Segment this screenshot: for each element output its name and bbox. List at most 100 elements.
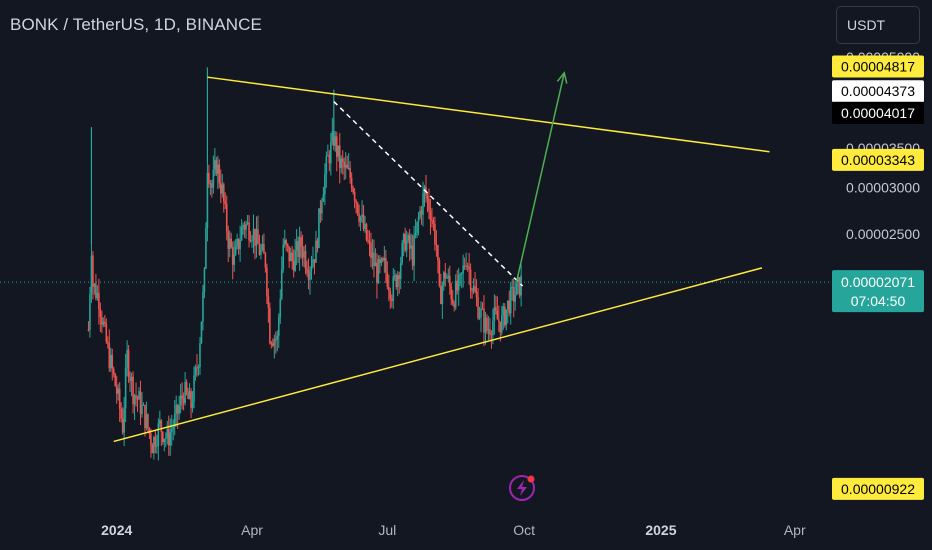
- candle: [340, 155, 343, 174]
- candle: [246, 215, 249, 226]
- candle: [389, 287, 392, 309]
- candle: [156, 434, 158, 454]
- candle: [234, 238, 237, 256]
- candle: [364, 215, 366, 233]
- candle: [508, 290, 511, 317]
- candle: [304, 244, 307, 275]
- candle: [328, 150, 331, 172]
- candle: [437, 244, 439, 274]
- candle: [350, 172, 353, 193]
- candle: [227, 225, 230, 262]
- candle: [448, 265, 451, 295]
- candle: [365, 222, 368, 242]
- candle: [335, 131, 338, 172]
- candle: [172, 419, 175, 441]
- candle: [166, 421, 169, 445]
- candle: [362, 204, 365, 232]
- candle: [194, 364, 197, 381]
- candle: [118, 382, 121, 422]
- candle: [380, 257, 383, 267]
- candle: [322, 186, 325, 203]
- candle: [104, 314, 106, 328]
- candle: [242, 222, 244, 235]
- candle: [228, 230, 231, 258]
- candle: [407, 232, 409, 244]
- candle: [160, 419, 163, 446]
- candle: [252, 214, 255, 254]
- candle: [211, 179, 213, 198]
- candle: [390, 294, 393, 308]
- candle: [197, 364, 200, 376]
- candle: [157, 418, 160, 461]
- candle: [190, 388, 192, 419]
- candle: [401, 239, 404, 266]
- candle: [446, 273, 448, 279]
- candle: [315, 230, 317, 263]
- x-tick-label: Apr: [784, 522, 806, 538]
- upper-trendline[interactable]: [207, 76, 770, 153]
- candle: [435, 230, 438, 257]
- candle: [289, 247, 292, 262]
- candle: [129, 371, 131, 392]
- x-tick-label: Jul: [378, 522, 396, 538]
- candle: [98, 278, 100, 325]
- candle: [481, 302, 484, 310]
- candle: [261, 235, 264, 252]
- projection-arrow[interactable]: [515, 72, 566, 282]
- candle: [411, 234, 414, 271]
- candle: [506, 300, 509, 324]
- candle: [475, 279, 478, 307]
- candle: [255, 216, 258, 258]
- currency-selector[interactable]: USDT: [836, 6, 920, 44]
- candle: [324, 163, 326, 206]
- candle: [193, 366, 195, 409]
- x-tick-label: Oct: [513, 522, 535, 538]
- price-label: 0.00000922: [832, 477, 924, 500]
- candle: [318, 208, 320, 249]
- candle: [450, 282, 453, 306]
- candle: [90, 242, 93, 303]
- candle: [159, 410, 161, 428]
- candle: [468, 253, 470, 285]
- lightning-icon[interactable]: [509, 475, 535, 501]
- candle: [294, 238, 296, 273]
- candle: [260, 243, 262, 260]
- x-tick-label: Apr: [241, 522, 263, 538]
- candle: [154, 429, 157, 454]
- arrow-head: [556, 71, 568, 84]
- candle: [300, 231, 302, 260]
- candle: [443, 270, 445, 291]
- candle: [263, 233, 265, 254]
- candle: [419, 206, 421, 220]
- candle: [150, 428, 152, 458]
- candle: [416, 221, 418, 239]
- candle: [337, 145, 340, 162]
- candle: [310, 255, 313, 280]
- candle: [410, 233, 412, 260]
- price-label: 0.00003343: [832, 148, 924, 171]
- candle: [114, 372, 117, 387]
- candle: [334, 131, 337, 152]
- candle: [453, 300, 456, 312]
- candle: [379, 255, 381, 274]
- candle: [307, 258, 310, 290]
- lower-trendline[interactable]: [113, 267, 763, 443]
- candle: [493, 294, 496, 335]
- candle: [440, 273, 442, 305]
- candle: [503, 303, 506, 328]
- candle: [376, 253, 378, 299]
- candle: [245, 220, 247, 239]
- candle: [321, 197, 323, 221]
- candle: [170, 414, 173, 446]
- candle: [135, 382, 137, 407]
- last-price-badge: 0.00002071 07:04:50: [832, 270, 924, 313]
- dashed-trendline[interactable]: [333, 100, 524, 287]
- candle: [420, 206, 423, 225]
- symbol-title[interactable]: BONK / TetherUS, 1D, BINANCE: [10, 15, 262, 34]
- candle: [386, 261, 389, 290]
- y-tick-label: 0.00002500: [846, 226, 920, 242]
- candle: [466, 262, 469, 272]
- candle: [487, 315, 490, 341]
